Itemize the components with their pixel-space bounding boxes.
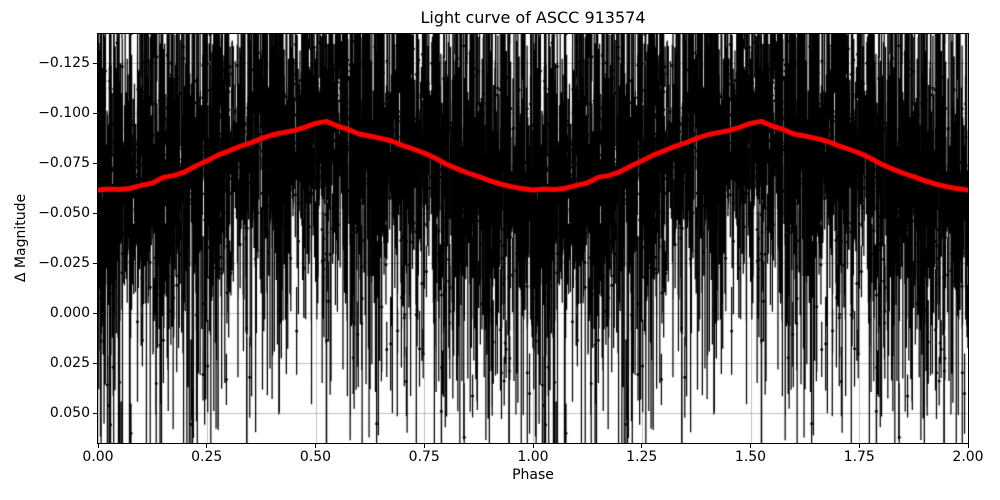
x-tick-label: 0.50 (299, 449, 332, 465)
plot-canvas (98, 34, 968, 443)
y-tick-label: −0.125 (38, 55, 90, 71)
x-tick-mark (750, 444, 751, 448)
x-tick-label: 1.25 (626, 449, 658, 465)
x-tick-mark (641, 444, 643, 448)
x-tick-label: 1.75 (843, 449, 875, 465)
x-tick-label: 2.00 (952, 449, 984, 465)
y-tick-mark (93, 62, 97, 64)
x-tick-label: 0.25 (191, 449, 223, 465)
y-tick-mark (93, 312, 97, 314)
y-tick-mark (93, 212, 97, 214)
y-tick-label: 0.025 (49, 355, 90, 371)
x-tick-label: 1.00 (517, 449, 549, 465)
y-tick-mark (93, 262, 97, 264)
x-tick-mark (97, 444, 99, 448)
x-tick-label: 0.00 (82, 449, 114, 465)
y-tick-mark (93, 162, 97, 164)
x-tick-mark (206, 444, 208, 448)
y-tick-label: 0.000 (49, 305, 90, 321)
x-tick-mark (532, 444, 534, 448)
x-tick-mark (423, 444, 425, 448)
y-tick-label: −0.025 (38, 255, 90, 271)
y-tick-mark (93, 112, 97, 114)
y-tick-label: 0.050 (49, 405, 90, 421)
y-axis-label: Δ Magnitude (13, 193, 29, 283)
y-tick-label: −0.100 (38, 105, 90, 121)
chart-title: Light curve of ASCC 913574 (420, 8, 646, 27)
y-tick-label: −0.075 (38, 155, 90, 171)
y-tick-label: −0.050 (38, 205, 90, 221)
x-tick-label: 1.50 (734, 449, 767, 465)
y-tick-mark (93, 412, 97, 414)
x-axis-label: Phase (512, 467, 554, 483)
x-tick-mark (967, 444, 969, 448)
x-tick-mark (315, 444, 316, 448)
plot-area (97, 33, 969, 444)
y-tick-mark (93, 362, 97, 364)
x-tick-mark (858, 444, 860, 448)
x-tick-label: 0.75 (408, 449, 440, 465)
